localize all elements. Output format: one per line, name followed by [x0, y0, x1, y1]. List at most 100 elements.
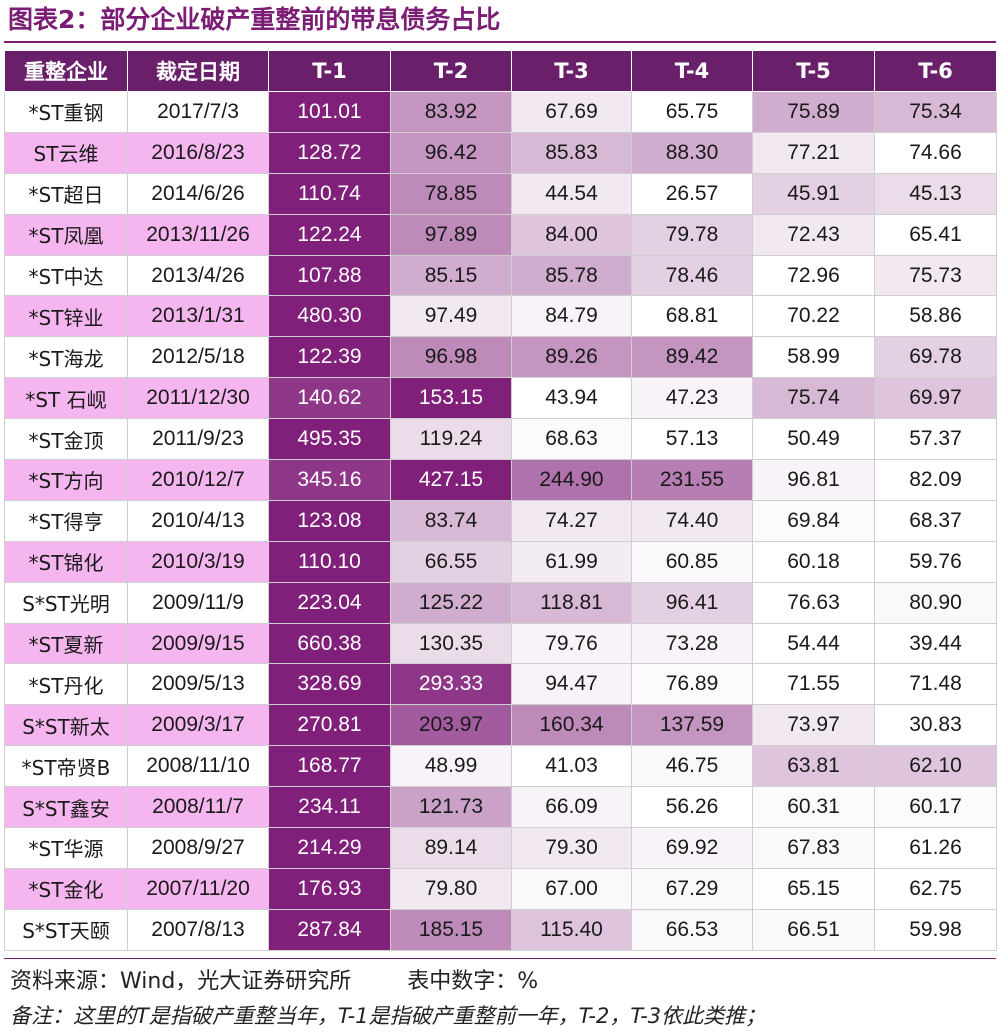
table-row: *ST金顶 2011/9/23 495.35 119.24 68.63 57.13 50.4… [4, 418, 997, 461]
ratio-cell-t5: 69.84 [752, 499, 875, 542]
ratio-cell-t4: 76.89 [631, 663, 753, 706]
unit-text: 表中数字：% [407, 969, 539, 994]
title-divider [4, 41, 996, 43]
company-name-cell: S*ST光明 [4, 581, 128, 624]
ratio-cell-t3: 67.69 [511, 91, 632, 133]
ratio-cell-t3: 66.09 [511, 786, 632, 829]
ruling-date-cell: 2010/4/13 [127, 499, 269, 542]
ratio-cell-t6: 59.98 [874, 908, 997, 951]
table-row: S*ST天颐 2007/8/13 287.84 185.15 115.40 66.53 66… [4, 908, 997, 951]
ratio-cell-t6: 80.90 [874, 581, 997, 624]
ruling-date-cell: 2010/12/7 [127, 459, 269, 501]
ruling-date-cell: 2017/7/3 [127, 91, 269, 133]
ratio-cell-t3: 43.94 [511, 377, 632, 420]
ratio-cell-t2: 293.33 [390, 663, 512, 706]
ratio-cell-t3: 61.99 [511, 540, 632, 583]
table-row: S*ST鑫安 2008/11/7 234.11 121.73 66.09 56.26 60.… [4, 786, 997, 829]
company-name-cell: *ST锌业 [4, 295, 128, 338]
company-name-cell: *ST超日 [4, 172, 128, 215]
table-row: *ST锦化 2010/3/19 110.10 66.55 61.99 60.85 60.18… [4, 540, 997, 583]
company-name-cell: S*ST鑫安 [4, 786, 128, 829]
ratio-cell-t3: 79.76 [511, 622, 632, 665]
ruling-date-cell: 2013/4/26 [127, 254, 269, 297]
ratio-cell-t3: 244.90 [511, 459, 632, 501]
ratio-cell-t6: 30.83 [874, 704, 997, 747]
footer-divider [4, 958, 996, 959]
table-header-row: 重整企业 裁定日期 T-1 T-2 T-3 T-4 T-5 T-6 [4, 50, 997, 92]
table-row: *ST金化 2007/11/20 176.93 79.80 67.00 67.29 65.1… [4, 867, 997, 910]
ratio-cell-t4: 89.42 [631, 336, 753, 379]
table-body: *ST重钢 2017/7/3 101.01 83.92 67.69 65.75 75.89 7… [4, 91, 997, 951]
ratio-cell-t1: 480.30 [268, 295, 391, 338]
column-header-t4: T-4 [631, 50, 753, 92]
ratio-cell-t2: 203.97 [390, 704, 512, 747]
ratio-cell-t5: 65.15 [752, 867, 875, 910]
ratio-cell-t4: 231.55 [631, 459, 753, 501]
ratio-cell-t3: 85.78 [511, 254, 632, 297]
ratio-cell-t4: 47.23 [631, 377, 753, 420]
ratio-cell-t1: 110.10 [268, 540, 391, 583]
company-name-cell: *ST海龙 [4, 336, 128, 379]
table-row: ST云维 2016/8/23 128.72 96.42 85.83 88.30 77.21 7… [4, 131, 997, 174]
ratio-cell-t2: 97.49 [390, 295, 512, 338]
ratio-cell-t1: 345.16 [268, 459, 391, 501]
ruling-date-cell: 2013/11/26 [127, 213, 269, 256]
ratio-cell-t5: 72.43 [752, 213, 875, 256]
ratio-cell-t6: 60.17 [874, 786, 997, 829]
column-header-t6: T-6 [874, 50, 997, 92]
ratio-cell-t1: 223.04 [268, 581, 391, 624]
ratio-cell-t4: 69.92 [631, 827, 753, 869]
company-name-cell: S*ST天颐 [4, 908, 128, 951]
ratio-cell-t4: 66.53 [631, 908, 753, 951]
ruling-date-cell: 2010/3/19 [127, 540, 269, 583]
table-row: *ST华源 2008/9/27 214.29 89.14 79.30 69.92 67.83… [4, 827, 997, 869]
ratio-cell-t3: 41.03 [511, 745, 632, 788]
company-name-cell: *ST 石岘 [4, 377, 128, 420]
company-name-cell: *ST方向 [4, 459, 128, 501]
table-row: *ST海龙 2012/5/18 122.39 96.98 89.26 89.42 58.99… [4, 336, 997, 379]
ratio-cell-t5: 70.22 [752, 295, 875, 338]
ratio-cell-t3: 44.54 [511, 172, 632, 215]
company-name-cell: *ST锦化 [4, 540, 128, 583]
ratio-cell-t3: 67.00 [511, 867, 632, 910]
ruling-date-cell: 2007/8/13 [127, 908, 269, 951]
ratio-cell-t2: 153.15 [390, 377, 512, 420]
company-name-cell: *ST重钢 [4, 91, 128, 133]
ratio-cell-t6: 82.09 [874, 459, 997, 501]
ratio-cell-t3: 79.30 [511, 827, 632, 869]
column-header-date: 裁定日期 [127, 50, 269, 92]
column-header-t5: T-5 [752, 50, 875, 92]
ratio-cell-t4: 68.81 [631, 295, 753, 338]
ratio-cell-t4: 73.28 [631, 622, 753, 665]
ratio-cell-t3: 84.00 [511, 213, 632, 256]
ratio-cell-t4: 79.78 [631, 213, 753, 256]
ratio-cell-t1: 176.93 [268, 867, 391, 910]
ratio-cell-t2: 130.35 [390, 622, 512, 665]
ruling-date-cell: 2014/6/26 [127, 172, 269, 215]
table-row: *ST方向 2010/12/7 345.16 427.15 244.90 231.55 96… [4, 459, 997, 501]
ratio-cell-t2: 97.89 [390, 213, 512, 256]
ratio-cell-t6: 39.44 [874, 622, 997, 665]
ruling-date-cell: 2011/12/30 [127, 377, 269, 420]
ratio-cell-t3: 160.34 [511, 704, 632, 747]
ratio-cell-t4: 137.59 [631, 704, 753, 747]
ratio-cell-t5: 73.97 [752, 704, 875, 747]
ratio-cell-t1: 168.77 [268, 745, 391, 788]
ratio-cell-t1: 270.81 [268, 704, 391, 747]
ratio-cell-t4: 57.13 [631, 418, 753, 461]
ratio-cell-t2: 427.15 [390, 459, 512, 501]
ratio-cell-t6: 59.76 [874, 540, 997, 583]
ratio-cell-t1: 214.29 [268, 827, 391, 869]
ratio-cell-t6: 69.78 [874, 336, 997, 379]
ratio-cell-t3: 118.81 [511, 581, 632, 624]
ratio-cell-t6: 71.48 [874, 663, 997, 706]
ratio-cell-t4: 46.75 [631, 745, 753, 788]
ratio-cell-t2: 121.73 [390, 786, 512, 829]
ratio-cell-t3: 89.26 [511, 336, 632, 379]
ratio-cell-t1: 660.38 [268, 622, 391, 665]
ratio-cell-t6: 65.41 [874, 213, 997, 256]
ratio-cell-t6: 74.66 [874, 131, 997, 174]
ruling-date-cell: 2009/3/17 [127, 704, 269, 747]
table-row: *ST丹化 2009/5/13 328.69 293.33 94.47 76.89 71.5… [4, 663, 997, 706]
ratio-cell-t5: 75.74 [752, 377, 875, 420]
